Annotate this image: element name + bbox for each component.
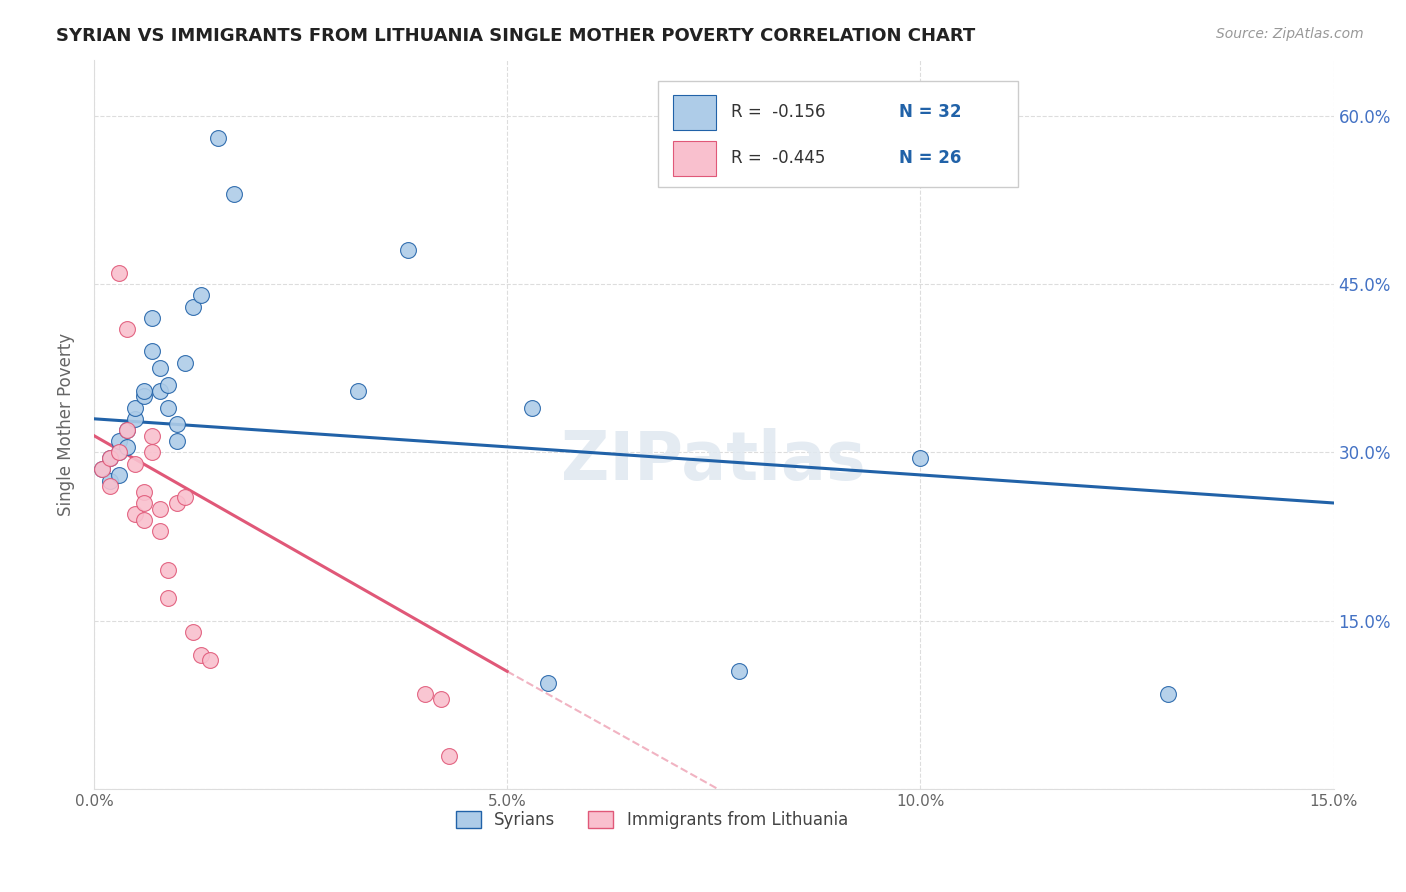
Point xyxy=(107,445,129,459)
Point xyxy=(91,462,114,476)
Point xyxy=(157,563,180,577)
Point xyxy=(141,428,163,442)
Point xyxy=(439,748,461,763)
Point xyxy=(141,445,163,459)
Text: SYRIAN VS IMMIGRANTS FROM LITHUANIA SINGLE MOTHER POVERTY CORRELATION CHART: SYRIAN VS IMMIGRANTS FROM LITHUANIA SING… xyxy=(56,27,976,45)
Text: N = 32: N = 32 xyxy=(898,103,962,121)
Text: ZIPatlas: ZIPatlas xyxy=(561,428,866,494)
Point xyxy=(157,378,180,392)
Point xyxy=(347,384,370,398)
Point xyxy=(124,401,146,415)
Y-axis label: Single Mother Poverty: Single Mother Poverty xyxy=(58,333,75,516)
Point xyxy=(124,507,146,521)
Point xyxy=(520,401,543,415)
FancyBboxPatch shape xyxy=(658,81,1018,187)
Point xyxy=(132,484,155,499)
FancyBboxPatch shape xyxy=(673,141,716,176)
Point xyxy=(1157,687,1180,701)
Point xyxy=(173,356,195,370)
Point xyxy=(141,344,163,359)
Point xyxy=(115,322,138,336)
Point xyxy=(107,266,129,280)
Text: R =  -0.445: R = -0.445 xyxy=(731,149,825,167)
Point xyxy=(173,491,195,505)
Legend: Syrians, Immigrants from Lithuania: Syrians, Immigrants from Lithuania xyxy=(449,804,855,836)
Point xyxy=(224,187,246,202)
Point xyxy=(115,423,138,437)
Point xyxy=(190,648,212,662)
FancyBboxPatch shape xyxy=(673,95,716,129)
Point xyxy=(149,524,172,538)
Point xyxy=(430,692,453,706)
Point xyxy=(107,467,129,482)
Point xyxy=(132,513,155,527)
Point xyxy=(207,131,229,145)
Point xyxy=(157,401,180,415)
Point xyxy=(190,288,212,302)
Point xyxy=(166,496,188,510)
Point xyxy=(198,653,221,667)
Point xyxy=(910,451,932,466)
Point xyxy=(727,665,749,679)
Point xyxy=(100,479,122,493)
Point xyxy=(166,434,188,449)
Point xyxy=(91,462,114,476)
Point xyxy=(132,389,155,403)
Point xyxy=(115,423,138,437)
Point xyxy=(141,310,163,325)
Point xyxy=(100,451,122,466)
Point xyxy=(149,384,172,398)
Point xyxy=(166,417,188,432)
Point xyxy=(124,457,146,471)
Point xyxy=(132,496,155,510)
Point xyxy=(100,474,122,488)
Point xyxy=(132,384,155,398)
Point xyxy=(157,591,180,606)
Point xyxy=(107,434,129,449)
Text: Source: ZipAtlas.com: Source: ZipAtlas.com xyxy=(1216,27,1364,41)
Point xyxy=(181,625,204,640)
Point xyxy=(396,244,419,258)
Point xyxy=(100,451,122,466)
Point xyxy=(107,445,129,459)
Text: N = 26: N = 26 xyxy=(898,149,960,167)
Point xyxy=(149,501,172,516)
Point xyxy=(413,687,436,701)
Point xyxy=(115,440,138,454)
Point xyxy=(124,412,146,426)
Text: R =  -0.156: R = -0.156 xyxy=(731,103,825,121)
Point xyxy=(149,361,172,376)
Point xyxy=(181,300,204,314)
Point xyxy=(537,675,560,690)
